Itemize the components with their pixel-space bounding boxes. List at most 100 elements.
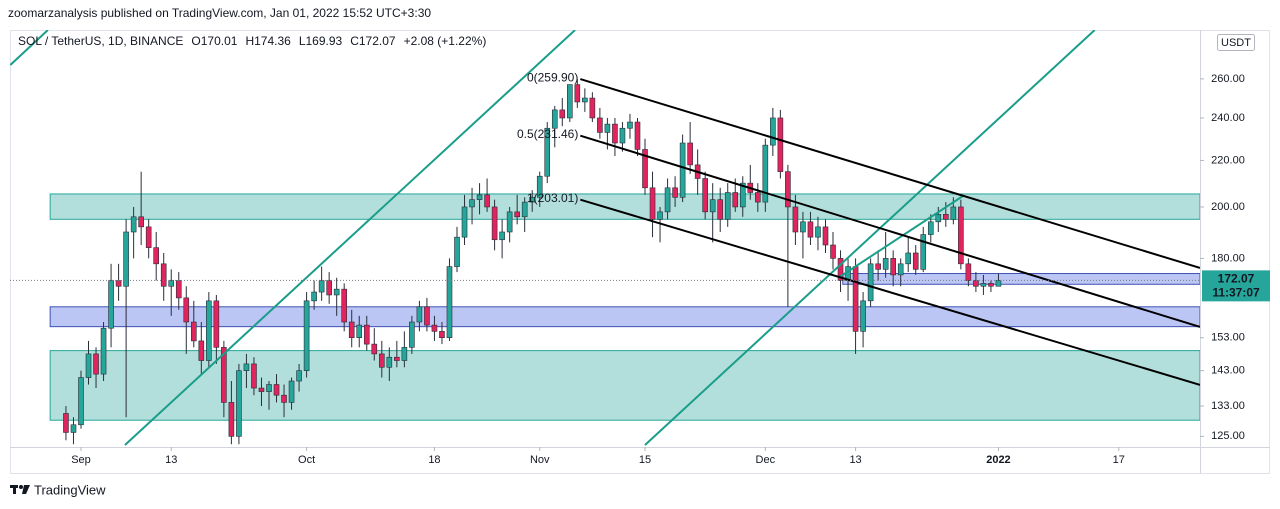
- zone: [49, 306, 1200, 328]
- candle-body: [634, 121, 641, 150]
- candle-body: [965, 263, 972, 281]
- candle-body: [100, 327, 107, 375]
- candle-body: [476, 194, 483, 200]
- candle-body: [160, 263, 167, 287]
- last-price-badge: [1202, 270, 1270, 302]
- candle-body: [980, 283, 987, 287]
- candle-body: [882, 258, 889, 270]
- y-tick-label: 260.00: [1211, 73, 1245, 85]
- candles: [63, 79, 1002, 445]
- candle-body: [867, 263, 874, 302]
- candle-body: [664, 187, 671, 213]
- x-tick-label: Nov: [530, 454, 550, 466]
- candle-body: [567, 84, 573, 119]
- candle-body: [785, 171, 791, 208]
- candle-body: [296, 370, 302, 382]
- candle-body: [206, 300, 212, 361]
- candle-body: [461, 206, 468, 238]
- legend-value: O170.01: [191, 34, 237, 48]
- fib-label: 0.5(231.46): [517, 127, 578, 141]
- candle-body: [439, 331, 445, 338]
- candle-body: [950, 206, 957, 220]
- candle-body: [905, 252, 912, 265]
- drawings: [10, 30, 1200, 446]
- candle-body: [672, 187, 678, 198]
- zone: [49, 350, 1200, 421]
- candle-body: [311, 291, 317, 302]
- y-tick-label: 153.00: [1211, 332, 1245, 344]
- candle-body: [145, 226, 152, 248]
- x-tick-label: 13: [165, 454, 177, 466]
- legend-value: L169.93: [299, 34, 343, 48]
- y-tick-label: 220.00: [1211, 154, 1245, 166]
- candle-body: [409, 321, 415, 348]
- candle-body: [348, 321, 355, 338]
- x-tick-label: 2022: [986, 454, 1010, 466]
- x-tick-label: 17: [1113, 454, 1125, 466]
- candle-body: [454, 236, 460, 267]
- candle-body: [582, 97, 588, 103]
- candle-body: [627, 121, 633, 129]
- candle-body: [303, 300, 310, 371]
- candle-body: [890, 258, 896, 276]
- candle-body: [551, 109, 558, 129]
- candle-body: [281, 394, 287, 403]
- candle-body: [762, 144, 769, 203]
- candle-body: [544, 127, 551, 177]
- candle-body: [687, 142, 693, 166]
- legend-value: C172.07: [350, 34, 396, 48]
- candle-body: [897, 263, 904, 276]
- trend-line: [580, 134, 1200, 328]
- zones: [49, 193, 1200, 421]
- candle-body: [416, 306, 423, 323]
- candle-body: [378, 353, 385, 368]
- candle-body: [724, 192, 731, 220]
- chart-frame: [10, 30, 1270, 474]
- candle-body: [536, 175, 543, 198]
- candle-body: [973, 280, 979, 287]
- candle-body: [401, 347, 408, 361]
- trend-line: [10, 30, 49, 66]
- candle-body: [70, 424, 77, 433]
- candle-body: [702, 178, 708, 213]
- x-tick-label: 15: [639, 454, 651, 466]
- candle-body: [649, 187, 656, 220]
- legend-value: +2.08 (+1.22%): [404, 34, 487, 48]
- candle-body: [822, 226, 829, 246]
- candle-body: [138, 216, 144, 228]
- trend-line: [837, 195, 964, 279]
- candle-body: [709, 199, 716, 213]
- candle-body: [875, 263, 881, 270]
- candle-body: [318, 280, 325, 293]
- fib-label: 1(203.01): [527, 191, 578, 205]
- candle-body: [130, 216, 137, 233]
- candle-body: [514, 211, 520, 218]
- candle-body: [679, 142, 686, 198]
- candle-body: [642, 149, 648, 189]
- candle-body: [559, 109, 566, 119]
- y-tick-label: 180.00: [1211, 252, 1245, 264]
- candle-body: [521, 201, 528, 218]
- candle-body: [927, 221, 934, 235]
- brand-name: TradingView: [34, 482, 106, 497]
- x-tick-label: Sep: [71, 454, 91, 466]
- candle-body: [499, 231, 505, 241]
- trend-line: [644, 30, 1096, 446]
- candle-body: [491, 206, 498, 241]
- y-tick-label: 133.00: [1211, 400, 1245, 412]
- candle-body: [288, 380, 295, 403]
- candle-body: [386, 356, 393, 368]
- candle-body: [800, 221, 806, 233]
- candle-body: [341, 288, 347, 323]
- candle-body: [852, 266, 859, 332]
- candle-body: [830, 244, 836, 259]
- candle-body: [739, 182, 746, 208]
- candle-body: [371, 343, 378, 355]
- y-tick-label: 240.00: [1211, 112, 1245, 124]
- x-tick-label: Dec: [756, 454, 776, 466]
- candle-body: [777, 117, 784, 172]
- candle-body: [356, 324, 363, 338]
- zone: [842, 273, 1200, 285]
- candle-body: [807, 221, 814, 238]
- candle-body: [93, 353, 99, 375]
